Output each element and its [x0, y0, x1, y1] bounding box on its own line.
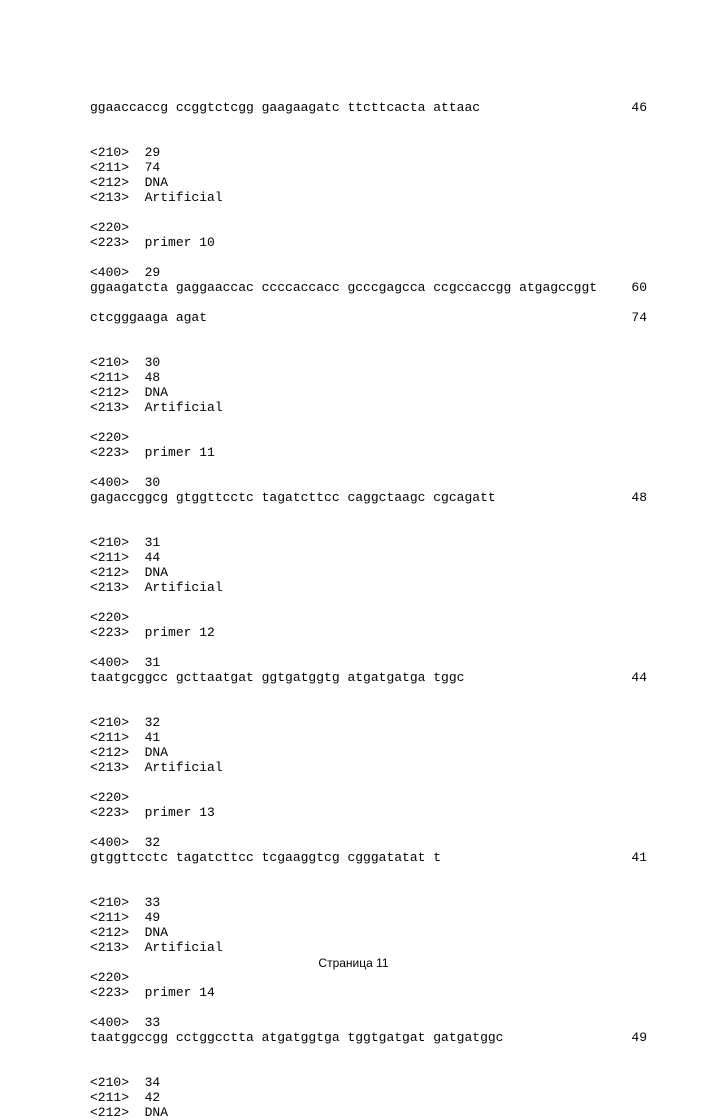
sequence-text: ggaagatcta gaggaaccac ccccaccacc gcccgag… [90, 280, 597, 295]
sequence-length: 44 [631, 670, 647, 685]
tag-210: <210> 32 [90, 715, 647, 730]
sequence-length: 60 [631, 280, 647, 295]
tag-400: <400> 33 [90, 1015, 647, 1030]
tag-213: <213> Artificial [90, 400, 647, 415]
sequence-length: 49 [631, 1030, 647, 1045]
tag-210: <210> 29 [90, 145, 647, 160]
tag-210: <210> 34 [90, 1075, 647, 1090]
sequence-line: gagaccggcg gtggttcctc tagatcttcc caggcta… [90, 490, 647, 505]
tag-212: <212> DNA [90, 1105, 647, 1120]
tag-400: <400> 31 [90, 655, 647, 670]
tag-211: <211> 42 [90, 1090, 647, 1105]
tag-223: <223> primer 10 [90, 235, 647, 250]
tag-223: <223> primer 12 [90, 625, 647, 640]
tag-210: <210> 30 [90, 355, 647, 370]
tag-210: <210> 33 [90, 895, 647, 910]
tag-212: <212> DNA [90, 565, 647, 580]
tag-223: <223> primer 11 [90, 445, 647, 460]
tag-220: <220> [90, 220, 647, 235]
tag-210: <210> 31 [90, 535, 647, 550]
tag-220: <220> [90, 610, 647, 625]
sequence-length: 41 [631, 850, 647, 865]
page-container: ggaaccaccg ccggtctcgg gaagaagatc ttcttca… [0, 0, 707, 1000]
sequence-length: 74 [631, 310, 647, 325]
sequence-text: taatggccgg cctggcctta atgatggtga tggtgat… [90, 1030, 503, 1045]
tag-220: <220> [90, 430, 647, 445]
sequence-text: ggaaccaccg ccggtctcgg gaagaagatc ttcttca… [90, 100, 480, 115]
sequence-length: 46 [631, 100, 647, 115]
tag-213: <213> Artificial [90, 190, 647, 205]
sequence-line: gtggttcctc tagatcttcc tcgaaggtcg cgggata… [90, 850, 647, 865]
tag-212: <212> DNA [90, 175, 647, 190]
tag-220: <220> [90, 790, 647, 805]
sequence-line: ggaagatcta gaggaaccac ccccaccacc gcccgag… [90, 280, 647, 295]
sequence-length: 48 [631, 490, 647, 505]
sequence-text: gtggttcctc tagatcttcc tcgaaggtcg cgggata… [90, 850, 441, 865]
sequence-text: gagaccggcg gtggttcctc tagatcttcc caggcta… [90, 490, 496, 505]
tag-211: <211> 44 [90, 550, 647, 565]
sequence-text: ctcgggaaga agat [90, 310, 207, 325]
tag-213: <213> Artificial [90, 940, 647, 955]
page-footer: Страница 11 [0, 956, 707, 970]
sequence-text: taatgcggcc gcttaatgat ggtgatggtg atgatga… [90, 670, 464, 685]
tag-211: <211> 74 [90, 160, 647, 175]
tag-212: <212> DNA [90, 925, 647, 940]
tag-220: <220> [90, 970, 647, 985]
tag-223: <223> primer 13 [90, 805, 647, 820]
sequence-line: taatgcggcc gcttaatgat ggtgatggtg atgatga… [90, 670, 647, 685]
tag-223: <223> primer 14 [90, 985, 647, 1000]
tag-212: <212> DNA [90, 745, 647, 760]
tag-211: <211> 49 [90, 910, 647, 925]
tag-400: <400> 32 [90, 835, 647, 850]
tag-212: <212> DNA [90, 385, 647, 400]
tag-213: <213> Artificial [90, 760, 647, 775]
sequence-line: ctcgggaaga agat 74 [90, 310, 647, 325]
sequence-line: ggaaccaccg ccggtctcgg gaagaagatc ttcttca… [90, 100, 647, 115]
tag-400: <400> 29 [90, 265, 647, 280]
tag-211: <211> 48 [90, 370, 647, 385]
tag-213: <213> Artificial [90, 580, 647, 595]
sequence-line: taatggccgg cctggcctta atgatggtga tggtgat… [90, 1030, 647, 1045]
tag-400: <400> 30 [90, 475, 647, 490]
tag-211: <211> 41 [90, 730, 647, 745]
